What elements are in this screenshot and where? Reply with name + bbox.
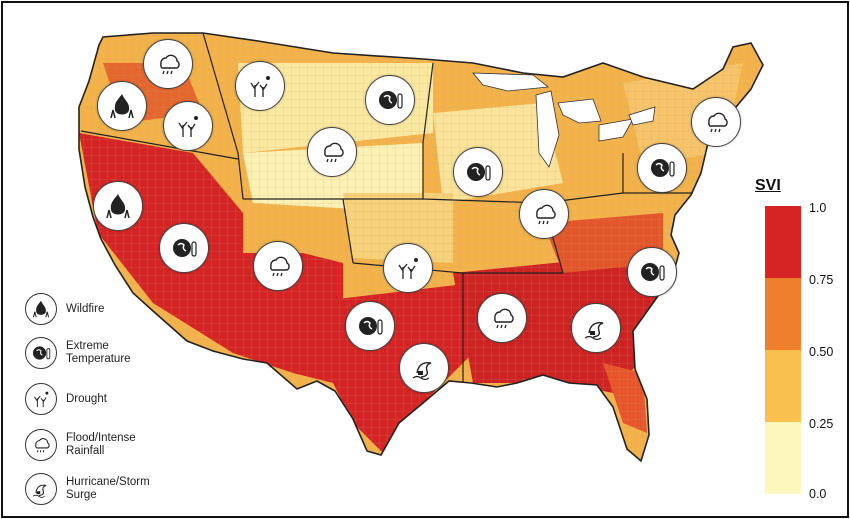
svi-band-mid-low [765, 350, 801, 422]
legend-label-hurricane-line1: Hurricane/Storm [66, 476, 150, 488]
legend-item-hurricane: Hurricane/Storm Surge [25, 473, 150, 505]
svi-tick-0-75: 0.75 [809, 273, 834, 287]
extreme-temperature-icon [365, 75, 415, 125]
flood-icon [477, 293, 527, 343]
svi-band-high [765, 206, 801, 278]
hurricane-storm-surge-icon [25, 473, 57, 505]
legend-label-hurricane: Hurricane/Storm Surge [66, 476, 150, 502]
svi-tick-0-50: 0.50 [809, 345, 834, 359]
flood-icon [253, 241, 303, 291]
wildfire-icon [97, 81, 147, 131]
wildfire-icon [93, 181, 143, 231]
legend-item-drought: Drought [25, 383, 138, 415]
drought-icon [25, 383, 57, 415]
svi-band-low [765, 422, 801, 494]
legend-item-flood: Flood/Intense Rainfall [25, 429, 138, 461]
legend-label-flood: Flood/Intense Rainfall [66, 432, 138, 458]
wildfire-icon [25, 293, 57, 325]
legend-label-extreme-temperature-line1: Extreme [66, 340, 109, 352]
extreme-temperature-icon [627, 247, 677, 297]
svi-band-mid-high [765, 278, 801, 350]
legend-label-extreme-temperature: Extreme Temperature [66, 340, 138, 366]
drought-icon [235, 61, 285, 111]
flood-icon [691, 97, 741, 147]
extreme-temperature-icon [637, 143, 687, 193]
svi-color-bar [765, 206, 801, 494]
flood-icon [25, 429, 57, 461]
svi-tick-0-0: 0.0 [809, 487, 827, 501]
extreme-temperature-icon [453, 147, 503, 197]
svi-tick-1-0: 1.0 [809, 201, 827, 215]
legend-label-drought: Drought [66, 392, 107, 405]
legend-item-wildfire: Wildfire [25, 293, 138, 325]
hurricane-storm-surge-icon [571, 303, 621, 353]
flood-icon [307, 127, 357, 177]
legend-label-wildfire: Wildfire [66, 302, 105, 315]
flood-icon [143, 39, 193, 89]
drought-icon [163, 101, 213, 151]
legend-label-flood-line2: Rainfall [66, 445, 105, 457]
legend-label-extreme-temperature-line2: Temperature [66, 353, 131, 365]
extreme-temperature-icon [25, 337, 57, 369]
svi-tick-0-25: 0.25 [809, 417, 834, 431]
extreme-temperature-icon [345, 301, 395, 351]
legend-item-extreme-temperature: Extreme Temperature [25, 337, 138, 369]
drought-icon [383, 243, 433, 293]
svi-legend-title: SVI [755, 177, 781, 194]
legend-label-hurricane-line2: Surge [66, 489, 97, 501]
hurricane-storm-surge-icon [399, 343, 449, 393]
extreme-temperature-icon [159, 223, 209, 273]
legend-label-flood-line1: Flood/Intense [66, 432, 136, 444]
flood-icon [519, 189, 569, 239]
